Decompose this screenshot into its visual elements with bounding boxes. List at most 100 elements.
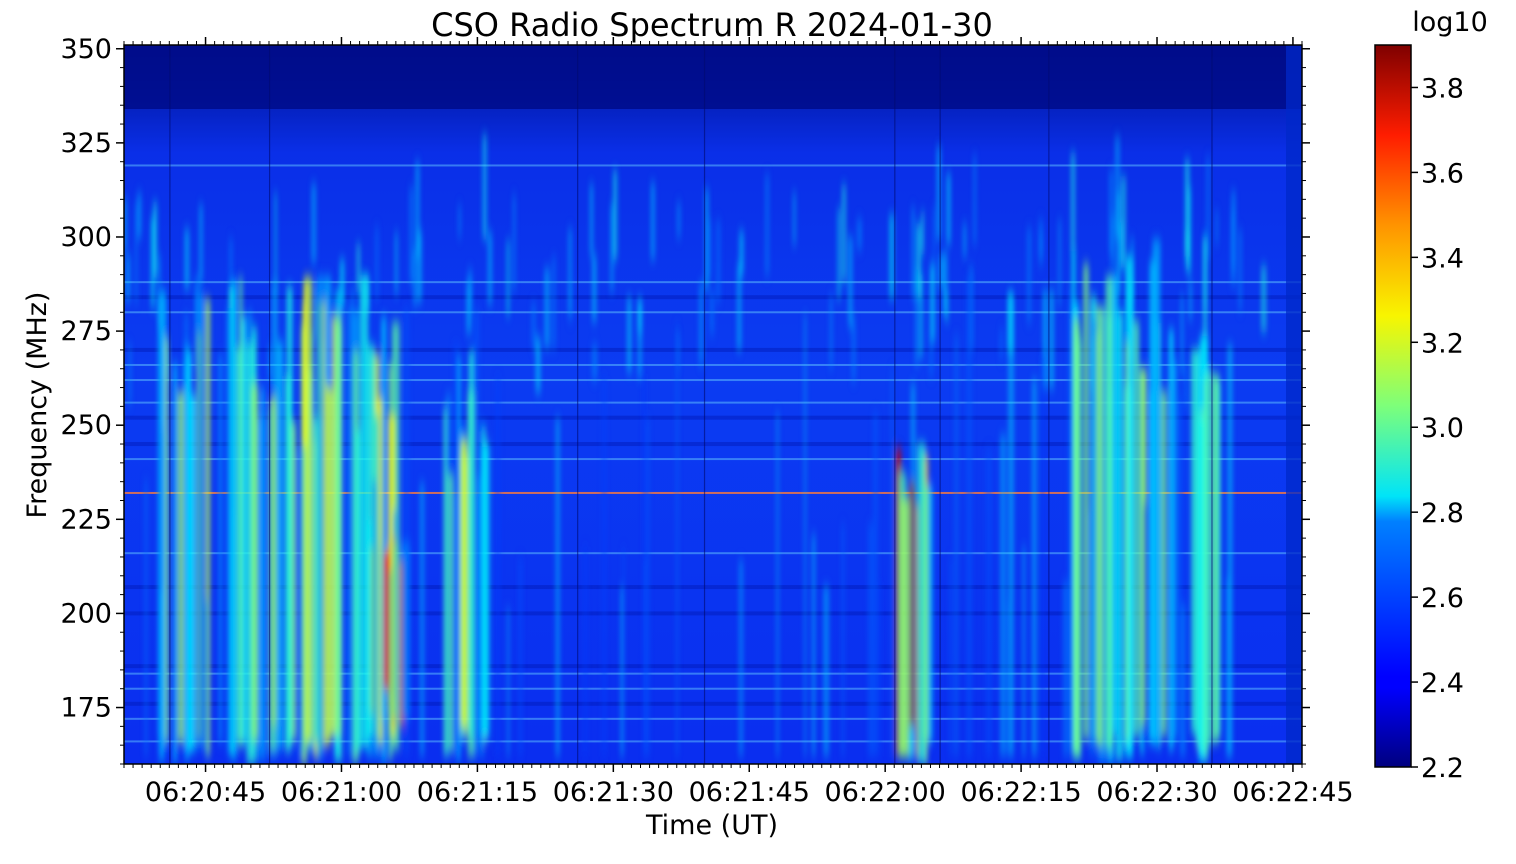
emission-streak bbox=[544, 267, 550, 349]
background-band bbox=[124, 611, 1302, 616]
background-streak bbox=[823, 585, 830, 757]
background-streak bbox=[891, 368, 894, 757]
emission-streak bbox=[765, 174, 769, 276]
emission-streak bbox=[314, 286, 318, 338]
background-streak bbox=[954, 335, 959, 757]
colorbar-tick-label: 2.8 bbox=[1421, 498, 1464, 529]
burst-streak bbox=[325, 385, 330, 747]
emission-streak bbox=[1238, 229, 1242, 311]
burst-streak bbox=[1115, 310, 1124, 761]
quiet-band bbox=[124, 45, 1302, 109]
burst-streak bbox=[1152, 239, 1161, 747]
burst-streak bbox=[381, 545, 386, 721]
emission-streak bbox=[1187, 187, 1191, 275]
background-streak bbox=[841, 524, 845, 757]
y-tick-label: 325 bbox=[60, 128, 112, 159]
burst-streak bbox=[177, 391, 185, 743]
burst-streak bbox=[925, 485, 933, 743]
background-streak bbox=[1178, 397, 1184, 757]
emission-streak bbox=[1116, 192, 1120, 296]
background-streak bbox=[366, 520, 373, 757]
emission-streak bbox=[128, 344, 132, 406]
background-streak bbox=[1227, 344, 1233, 757]
interference-line bbox=[124, 281, 1302, 284]
emission-streak bbox=[268, 346, 272, 381]
burst-streak bbox=[468, 351, 474, 738]
background-band bbox=[124, 701, 1302, 706]
data-gap bbox=[577, 45, 579, 764]
emission-streak bbox=[311, 183, 316, 264]
background-streak bbox=[643, 559, 646, 757]
background-streak bbox=[480, 452, 485, 757]
emission-streak bbox=[531, 302, 536, 349]
emission-streak bbox=[637, 299, 642, 334]
emission-streak bbox=[705, 188, 709, 290]
background-streak bbox=[296, 450, 302, 757]
colorbar: log10 2.2 2.4 2.6 2.8 3.0 3.2 3.4 3.6 3.8 bbox=[1374, 7, 1488, 784]
colorbar-tick-label: 2.2 bbox=[1421, 753, 1464, 784]
burst-streak bbox=[391, 543, 398, 719]
burst-streak bbox=[239, 316, 247, 745]
background-streak bbox=[738, 560, 744, 757]
burst-streak bbox=[226, 308, 231, 753]
emission-streak bbox=[930, 264, 935, 341]
background-streak bbox=[583, 546, 588, 757]
background-streak bbox=[646, 418, 650, 757]
background-streak bbox=[371, 480, 378, 757]
burst-streak bbox=[286, 286, 293, 746]
calibration-strip bbox=[1286, 45, 1302, 764]
burst-streak bbox=[303, 277, 313, 742]
emission-streak bbox=[1215, 210, 1218, 245]
y-tick-label: 225 bbox=[60, 504, 112, 535]
burst-streak bbox=[189, 394, 196, 752]
background-streak bbox=[1180, 605, 1186, 757]
background-streak bbox=[404, 306, 410, 757]
colorbar-tick-label: 2.6 bbox=[1421, 583, 1464, 614]
burst-streak bbox=[205, 298, 211, 756]
colorbar-tick-label: 3.0 bbox=[1421, 413, 1464, 444]
burst-streak bbox=[1125, 341, 1129, 741]
interference-line bbox=[124, 687, 1302, 690]
background-streak bbox=[1091, 318, 1098, 757]
x-tick-label: 06:22:45 bbox=[1232, 777, 1353, 808]
emission-streak bbox=[627, 296, 632, 373]
emission-streak bbox=[1115, 136, 1120, 239]
colorbar-gradient bbox=[1374, 44, 1412, 768]
emission-streak bbox=[409, 186, 413, 284]
interference-line bbox=[124, 401, 1302, 404]
background-streak bbox=[419, 482, 425, 757]
emission-streak bbox=[851, 317, 856, 382]
y-tick-label: 300 bbox=[60, 222, 112, 253]
emission-streak bbox=[482, 134, 487, 240]
burst-core bbox=[460, 439, 467, 727]
emission-streak bbox=[793, 192, 796, 246]
burst-streak bbox=[218, 354, 223, 744]
emission-streak bbox=[1070, 152, 1076, 252]
background-streak bbox=[387, 570, 392, 757]
background-streak bbox=[271, 283, 278, 757]
burst-streak bbox=[1168, 329, 1174, 751]
x-tick-label: 06:21:45 bbox=[689, 777, 810, 808]
emission-streak bbox=[915, 269, 918, 367]
interference-line bbox=[124, 717, 1302, 720]
background-streak bbox=[776, 412, 779, 757]
background-streak bbox=[346, 305, 351, 757]
emission-streak bbox=[1206, 156, 1210, 260]
emission-streak bbox=[650, 182, 655, 261]
colorbar-tick-label: 2.4 bbox=[1421, 668, 1464, 699]
emission-streak bbox=[999, 328, 1003, 360]
emission-streak bbox=[568, 228, 572, 316]
emission-streak bbox=[1119, 222, 1124, 269]
data-gap bbox=[703, 45, 706, 764]
colorbar-tick-label: 3.8 bbox=[1421, 73, 1464, 104]
background-streak bbox=[475, 496, 480, 757]
background-streak bbox=[248, 311, 252, 757]
emission-streak bbox=[936, 146, 941, 241]
emission-streak bbox=[942, 252, 948, 316]
interference-line bbox=[124, 552, 1302, 555]
emission-streak bbox=[124, 198, 127, 251]
emission-streak bbox=[739, 230, 744, 275]
emission-streak bbox=[1261, 265, 1267, 333]
burst-streak bbox=[239, 277, 243, 748]
emission-streak bbox=[415, 161, 420, 258]
